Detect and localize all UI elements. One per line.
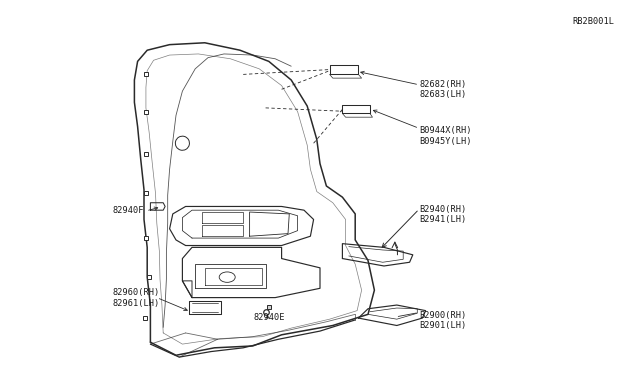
Text: 82682(RH)
82683(LH): 82682(RH) 82683(LH)	[419, 80, 467, 99]
Text: B0944X(RH)
B0945Y(LH): B0944X(RH) B0945Y(LH)	[419, 126, 472, 146]
Text: 82960(RH)
82961(LH): 82960(RH) 82961(LH)	[112, 288, 159, 308]
Text: 82940E: 82940E	[253, 313, 285, 322]
Text: B2900(RH)
B2901(LH): B2900(RH) B2901(LH)	[419, 311, 467, 330]
Text: RB2B001L: RB2B001L	[572, 17, 614, 26]
Text: 82940F: 82940F	[112, 206, 143, 215]
Text: B2940(RH)
B2941(LH): B2940(RH) B2941(LH)	[419, 205, 467, 224]
